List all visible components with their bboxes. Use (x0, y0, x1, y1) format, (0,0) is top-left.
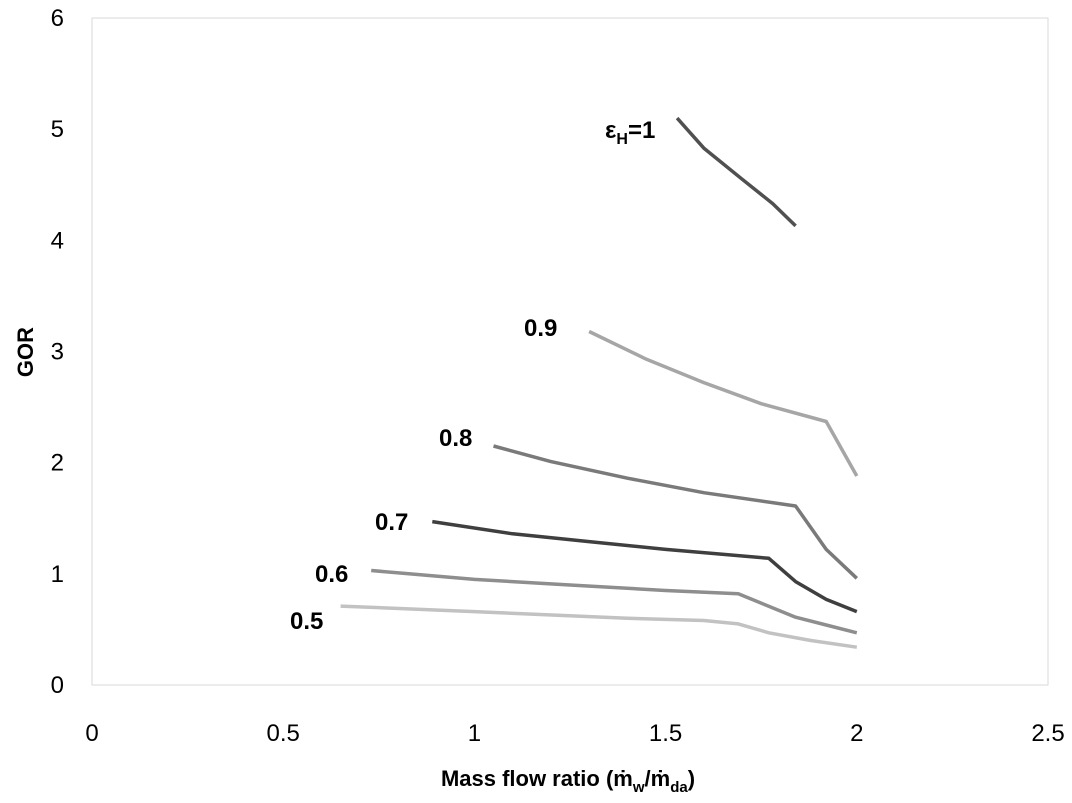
x-tick-label: 1 (468, 720, 481, 747)
plot-area (91, 17, 1049, 686)
series-line-eh1 (675, 116, 797, 228)
series-labels: εH=1 0.9 0.8 0.7 0.6 0.5 (290, 117, 655, 635)
y-axis-title: GOR (13, 327, 38, 377)
series-label-0.7: 0.7 (375, 509, 408, 536)
x-tick-label: 1.5 (649, 720, 682, 747)
x-axis-title: Mass flow ratio (ṁw/ṁda) (441, 766, 695, 796)
y-tick-label: 4 (51, 227, 64, 254)
series-line-eh08 (493, 444, 859, 580)
series-label-0.5: 0.5 (290, 608, 323, 635)
y-tick-label: 0 (51, 672, 64, 699)
series-line-eh05 (340, 604, 858, 649)
series-label-0.6: 0.6 (315, 561, 348, 588)
x-tick-label: 0 (85, 720, 98, 747)
x-tick-label: 0.5 (267, 720, 300, 747)
series-line-eh07 (432, 519, 858, 614)
series-lines (340, 116, 859, 649)
series-label-0.9: 0.9 (524, 315, 557, 342)
y-tick-label: 2 (51, 450, 64, 477)
series-line-eh09 (588, 329, 859, 477)
y-tick-label: 6 (51, 5, 64, 32)
series-label-eh-1: εH=1 (605, 117, 655, 148)
axis-ticks: 0 0.5 1 1.5 2 2.5 0 1 2 3 4 5 6 (51, 5, 1065, 747)
series-line-eh06 (371, 568, 858, 635)
y-tick-label: 3 (51, 339, 64, 366)
x-tick-label: 2 (850, 720, 863, 747)
y-tick-label: 5 (51, 116, 64, 143)
x-tick-label: 2.5 (1031, 720, 1064, 747)
y-tick-label: 1 (51, 561, 64, 588)
series-label-0.8: 0.8 (439, 425, 472, 452)
